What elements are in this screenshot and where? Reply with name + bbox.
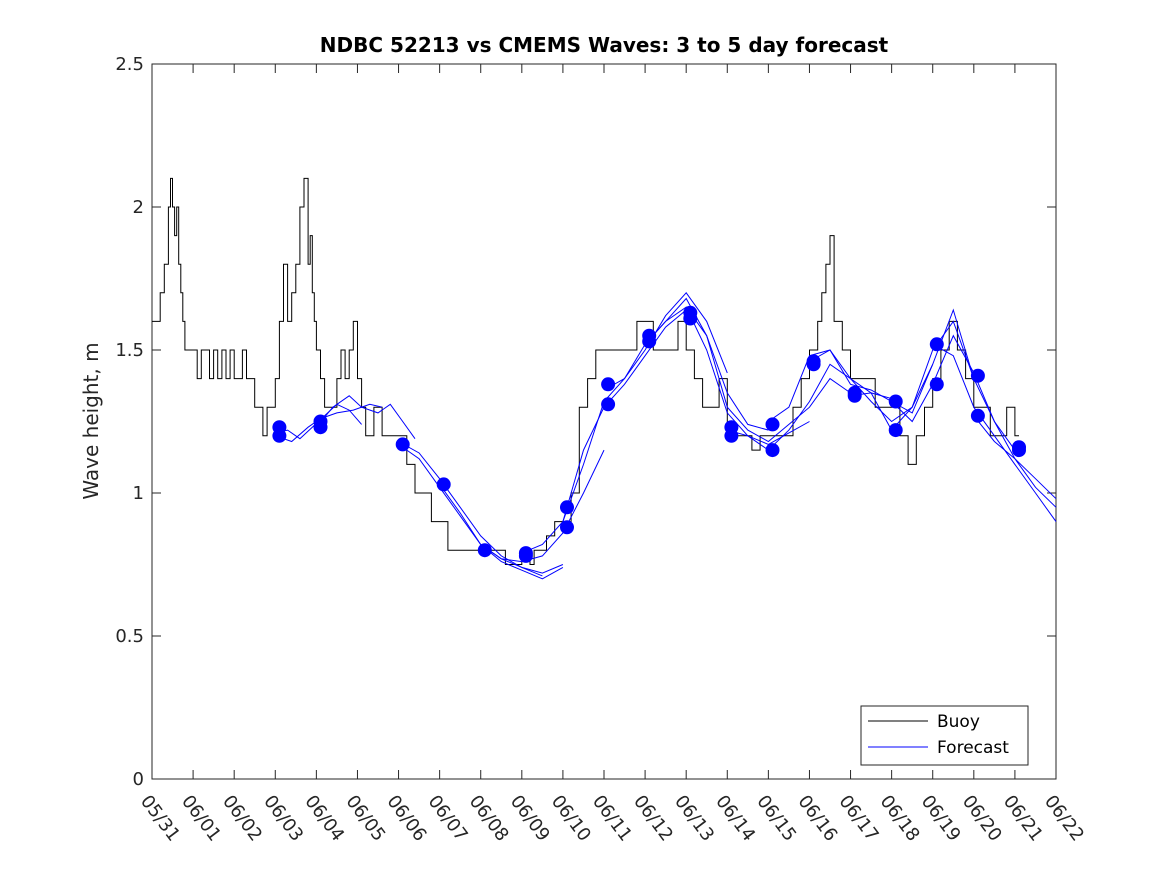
forecast-start-marker (765, 417, 780, 432)
plot-area (151, 63, 1057, 780)
forecast-start-marker (724, 428, 739, 443)
x-tick-label: 06/21 (999, 791, 1047, 845)
forecast-start-marker (560, 500, 574, 515)
y-tick-label: 1.5 (115, 340, 144, 361)
y-tick-label: 1 (133, 483, 144, 504)
y-tick-label: 2.5 (115, 54, 144, 75)
forecast-start-marker (970, 408, 985, 423)
x-tick-label: 06/05 (341, 791, 389, 845)
forecast-series-line-2 (275, 403, 383, 443)
x-tick-label: 06/04 (300, 791, 348, 845)
y-tick-labels: 0 0.5 1 1.5 2 2.5 (115, 54, 144, 790)
forecast-series-line-12 (685, 306, 851, 443)
y-tick-label: 0 (133, 769, 144, 790)
x-tick-label: 06/06 (383, 791, 431, 845)
forecast-start-marker (683, 311, 698, 326)
legend-buoy-label: Buoy (937, 712, 980, 732)
forecast-start-marker (1012, 443, 1026, 458)
y-tick-label: 2 (133, 197, 144, 218)
legend: Buoy Forecast (860, 705, 1029, 766)
forecast-series-line-10 (603, 297, 769, 431)
forecast-start-marker (929, 377, 944, 392)
forecast-start-marker (477, 543, 492, 558)
x-tick-label: 06/03 (259, 791, 307, 845)
x-tick-label: 06/14 (711, 791, 759, 845)
forecast-series-line-3 (316, 395, 416, 439)
forecast-start-marker (806, 357, 821, 372)
forecast-start-marker (313, 420, 328, 435)
forecast-start-marker (436, 477, 451, 492)
forecast-start-marker (929, 337, 944, 352)
forecast-series-line-14 (768, 349, 934, 422)
x-tick-label: 06/10 (547, 791, 595, 845)
y-tick-label: 0.5 (115, 626, 144, 647)
forecast-series-line-7 (480, 449, 605, 563)
x-tick-label: 06/16 (793, 791, 841, 845)
forecast-start-marker (765, 443, 780, 458)
legend-forecast-label: Forecast (937, 738, 1009, 758)
y-axis-label: Wave height, m (79, 342, 103, 499)
x-tick-labels: 05/3106/0106/0206/0306/0406/0506/0606/07… (136, 791, 1088, 845)
forecast-start-marker (888, 423, 903, 438)
axes-ticks (151, 63, 1057, 780)
marker-layer (272, 305, 1026, 563)
x-tick-label: 06/11 (588, 791, 636, 845)
x-tick-label: 06/20 (958, 791, 1006, 845)
forecast-start-marker (560, 520, 574, 535)
chart-title: NDBC 52213 vs CMEMS Waves: 3 to 5 day fo… (320, 33, 889, 57)
forecast-start-marker (272, 428, 287, 443)
forecast-series-line-18 (932, 343, 1057, 522)
forecast-start-marker (888, 394, 903, 409)
forecast-start-marker (601, 397, 616, 412)
x-tick-label: 06/18 (876, 791, 924, 845)
legend-box (860, 705, 1029, 766)
forecast-start-marker (642, 334, 657, 349)
x-tick-label: 06/09 (506, 791, 554, 845)
x-tick-label: 06/02 (218, 791, 266, 845)
x-tick-label: 06/22 (1040, 791, 1088, 845)
x-tick-label: 05/31 (136, 791, 184, 845)
series-layer (152, 177, 1057, 580)
forecast-series-line-9 (562, 292, 728, 522)
x-tick-label: 06/13 (670, 791, 718, 845)
buoy-series-line (152, 177, 1019, 565)
x-tick-label: 06/08 (465, 791, 513, 845)
forecast-series-line-16 (850, 308, 1016, 451)
x-tick-label: 06/15 (752, 791, 800, 845)
x-tick-label: 06/07 (424, 791, 472, 845)
forecast-series-line-15 (809, 320, 975, 423)
forecast-start-marker (518, 548, 533, 563)
forecast-start-marker (970, 368, 985, 383)
x-tick-label: 06/19 (917, 791, 965, 845)
x-tick-label: 06/01 (177, 791, 225, 845)
x-tick-label: 06/17 (835, 791, 883, 845)
forecast-series-line-19 (973, 415, 1057, 500)
x-tick-label: 06/12 (629, 791, 677, 845)
forecast-start-marker (847, 388, 862, 403)
forecast-start-marker (601, 377, 616, 392)
forecast-start-marker (395, 437, 410, 452)
